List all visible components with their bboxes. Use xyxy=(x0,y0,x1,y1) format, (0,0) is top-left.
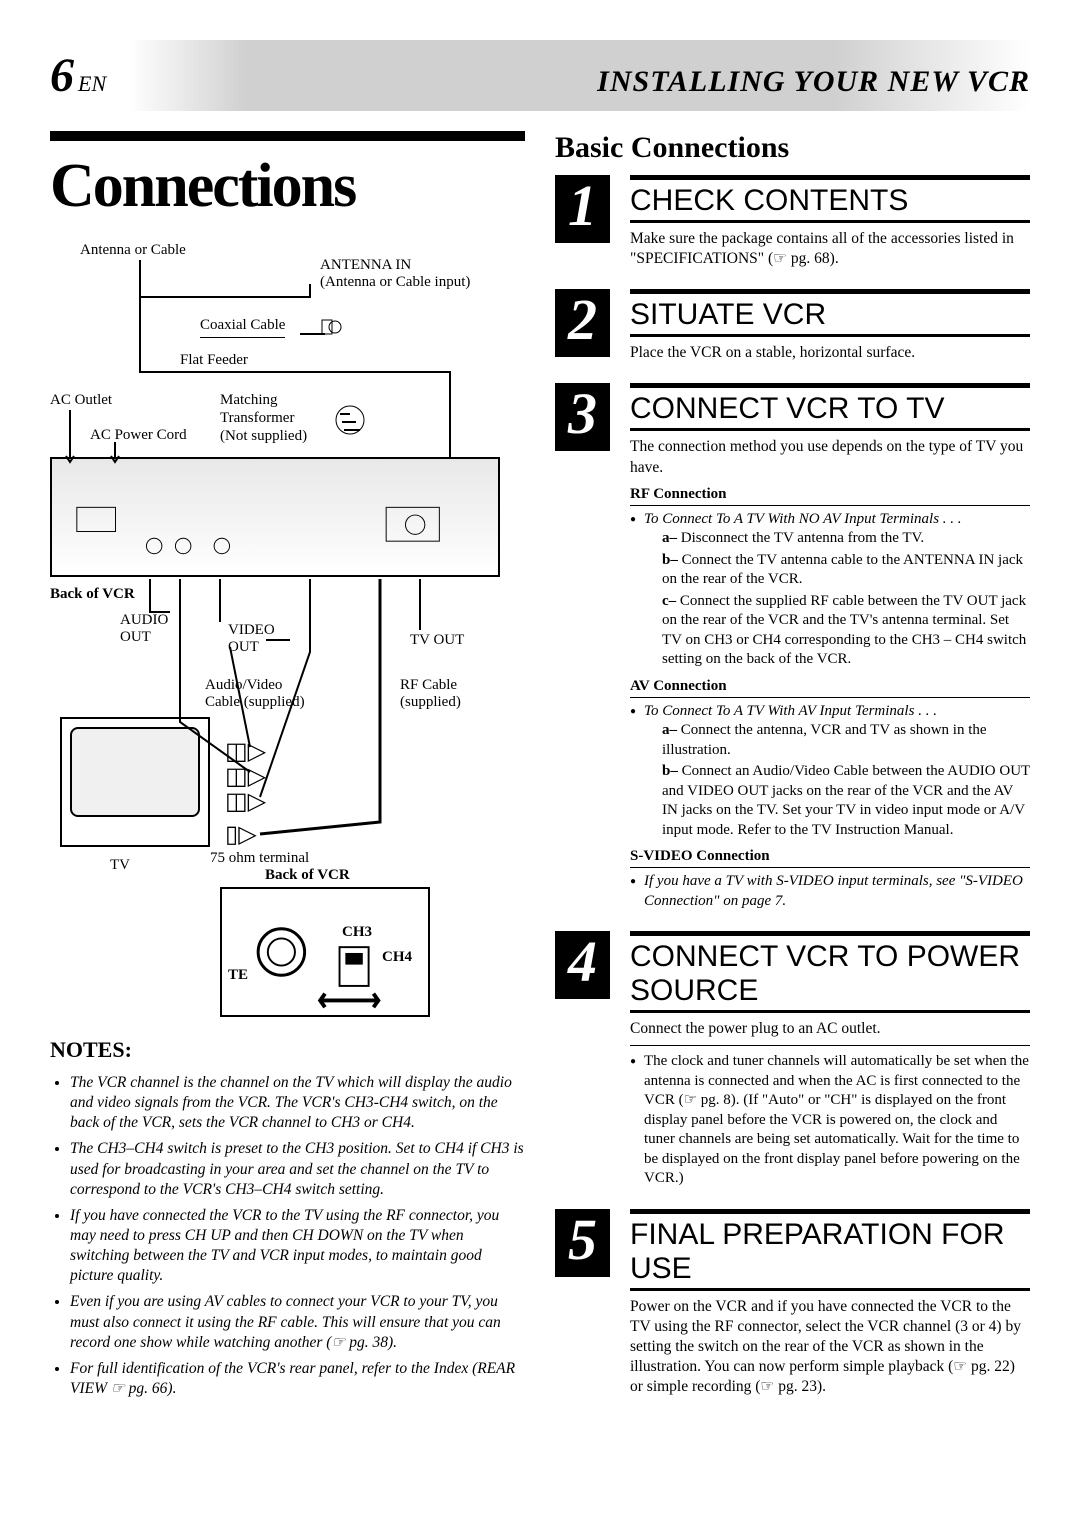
page-number: 6 xyxy=(50,49,74,102)
notes-list: The VCR channel is the channel on the TV… xyxy=(50,1073,525,1399)
label-antenna-in: ANTENNA IN xyxy=(320,257,411,274)
step-1: 1 CHECK CONTENTS Make sure the package c… xyxy=(555,175,1030,269)
page-lang: EN xyxy=(78,71,106,96)
av-list: To Connect To A TV With AV Input Termina… xyxy=(630,702,1030,841)
label-audio-out: AUDIOOUT xyxy=(120,612,168,646)
label-coaxial: Coaxial Cable xyxy=(200,317,285,338)
step-num-1: 1 xyxy=(555,175,610,243)
tv-box xyxy=(60,717,210,847)
svideo-heading: S-VIDEO Connection xyxy=(630,848,1030,868)
step-3: 3 CONNECT VCR TO TV The connection metho… xyxy=(555,383,1030,911)
ch4-label: CH4 xyxy=(382,949,412,966)
rf-lead-text: To Connect To A TV With NO AV Input Term… xyxy=(644,511,962,527)
tv-screen xyxy=(70,727,200,817)
svideo-list: If you have a TV with S-VIDEO input term… xyxy=(630,872,1030,911)
av-b-text: Connect an Audio/Video Cable between the… xyxy=(662,763,1030,838)
label-matching: Matching xyxy=(220,392,278,409)
step4-bullet: The clock and tuner channels will automa… xyxy=(630,1052,1030,1189)
label-back-of-vcr: Back of VCR xyxy=(50,586,135,603)
av-lead-text: To Connect To A TV With AV Input Termina… xyxy=(644,703,937,719)
rf-list: To Connect To A TV With NO AV Input Term… xyxy=(630,510,1030,670)
te-label: TE xyxy=(228,967,248,984)
step-num-2: 2 xyxy=(555,289,610,357)
connector-icon: ▯▷ xyxy=(225,820,257,849)
step-text-3: The connection method you use depends on… xyxy=(630,437,1030,477)
label-antenna-in-sub: (Antenna or Cable input) xyxy=(320,274,470,291)
label-flat-feeder: Flat Feeder xyxy=(180,352,248,373)
note-item: For full identification of the VCR's rea… xyxy=(70,1359,525,1399)
step-text-4: Connect the power plug to an AC outlet. xyxy=(630,1019,1030,1046)
step-2: 2 SITUATE VCR Place the VCR on a stable,… xyxy=(555,289,1030,363)
notes-heading: NOTES: xyxy=(50,1037,525,1063)
step-title-3: CONNECT VCR TO TV xyxy=(630,383,1030,431)
note-item: Even if you are using AV cables to conne… xyxy=(70,1292,525,1352)
connection-diagram: Antenna or Cable ANTENNA IN (Antenna or … xyxy=(50,242,525,1022)
rf-a: a– Disconnect the TV antenna from the TV… xyxy=(662,529,1030,549)
rf-a-text: Disconnect the TV antenna from the TV. xyxy=(681,530,924,546)
label-antenna-cable: Antenna or Cable xyxy=(80,242,186,259)
av-heading: AV Connection xyxy=(630,678,1030,698)
label-back-of-vcr2: Back of VCR xyxy=(265,867,350,884)
av-a-text: Connect the antenna, VCR and TV as shown… xyxy=(662,722,987,758)
label-av-cable: Audio/VideoCable (supplied) xyxy=(205,677,305,711)
note-item: The VCR channel is the channel on the TV… xyxy=(70,1073,525,1133)
step-text-1: Make sure the package contains all of th… xyxy=(630,229,1030,269)
label-tv-out: TV OUT xyxy=(410,632,464,649)
main-title: Connections xyxy=(50,131,525,222)
label-ac-outlet: AC Outlet xyxy=(50,392,112,409)
page-number-block: 6 EN xyxy=(50,48,106,103)
header-title: INSTALLING YOUR NEW VCR xyxy=(597,65,1030,99)
connector-icon: ◫▷ xyxy=(225,787,266,816)
label-video-out: VIDEOOUT xyxy=(228,622,275,656)
step-text-2: Place the VCR on a stable, horizontal su… xyxy=(630,343,1030,363)
right-column: Basic Connections 1 CHECK CONTENTS Make … xyxy=(555,131,1030,1418)
label-transformer: Transformer xyxy=(220,410,294,427)
step-title-2: SITUATE VCR xyxy=(630,289,1030,337)
rf-b: b– Connect the TV antenna cable to the A… xyxy=(662,551,1030,590)
label-rf-cable: RF Cable(supplied) xyxy=(400,677,461,711)
step-4: 4 CONNECT VCR TO POWER SOURCE Connect th… xyxy=(555,931,1030,1189)
step-num-5: 5 xyxy=(555,1209,610,1277)
label-not-supplied: (Not supplied) xyxy=(220,428,307,445)
av-b: b– Connect an Audio/Video Cable between … xyxy=(662,762,1030,840)
step-title-4: CONNECT VCR TO POWER SOURCE xyxy=(630,931,1030,1013)
label-tv: TV xyxy=(110,857,130,874)
left-column: Connections Antenna or Cable ANTENNA IN … xyxy=(50,131,525,1418)
rf-heading: RF Connection xyxy=(630,486,1030,506)
av-lead: To Connect To A TV With AV Input Termina… xyxy=(630,702,1030,841)
step-title-5: FINAL PREPARATION FOR USE xyxy=(630,1209,1030,1291)
basic-connections-title: Basic Connections xyxy=(555,131,1030,165)
page-header: 6 EN INSTALLING YOUR NEW VCR xyxy=(50,40,1030,111)
vcr-svg xyxy=(52,459,498,575)
rf-lead: To Connect To A TV With NO AV Input Term… xyxy=(630,510,1030,670)
rf-c: c– Connect the supplied RF cable between… xyxy=(662,592,1030,670)
rf-b-text: Connect the TV antenna cable to the ANTE… xyxy=(662,552,1023,588)
vcr-rear-panel xyxy=(50,457,500,577)
step-5: 5 FINAL PREPARATION FOR USE Power on the… xyxy=(555,1209,1030,1398)
av-a: a– Connect the antenna, VCR and TV as sh… xyxy=(662,721,1030,760)
step-num-4: 4 xyxy=(555,931,610,999)
step-num-3: 3 xyxy=(555,383,610,451)
label-ohm: 75 ohm terminal xyxy=(210,850,309,867)
label-ac-power: AC Power Cord xyxy=(90,427,187,444)
step4-bullets: The clock and tuner channels will automa… xyxy=(630,1052,1030,1189)
step-title-1: CHECK CONTENTS xyxy=(630,175,1030,223)
note-item: The CH3–CH4 switch is preset to the CH3 … xyxy=(70,1139,525,1199)
note-item: If you have connected the VCR to the TV … xyxy=(70,1206,525,1287)
svideo-lead: If you have a TV with S-VIDEO input term… xyxy=(630,872,1030,911)
ch-switch-box: CH3 CH4 TE xyxy=(220,887,430,1017)
ch3-label: CH3 xyxy=(342,924,372,941)
step-text-5: Power on the VCR and if you have connect… xyxy=(630,1297,1030,1398)
rf-c-text: Connect the supplied RF cable between th… xyxy=(662,593,1026,668)
